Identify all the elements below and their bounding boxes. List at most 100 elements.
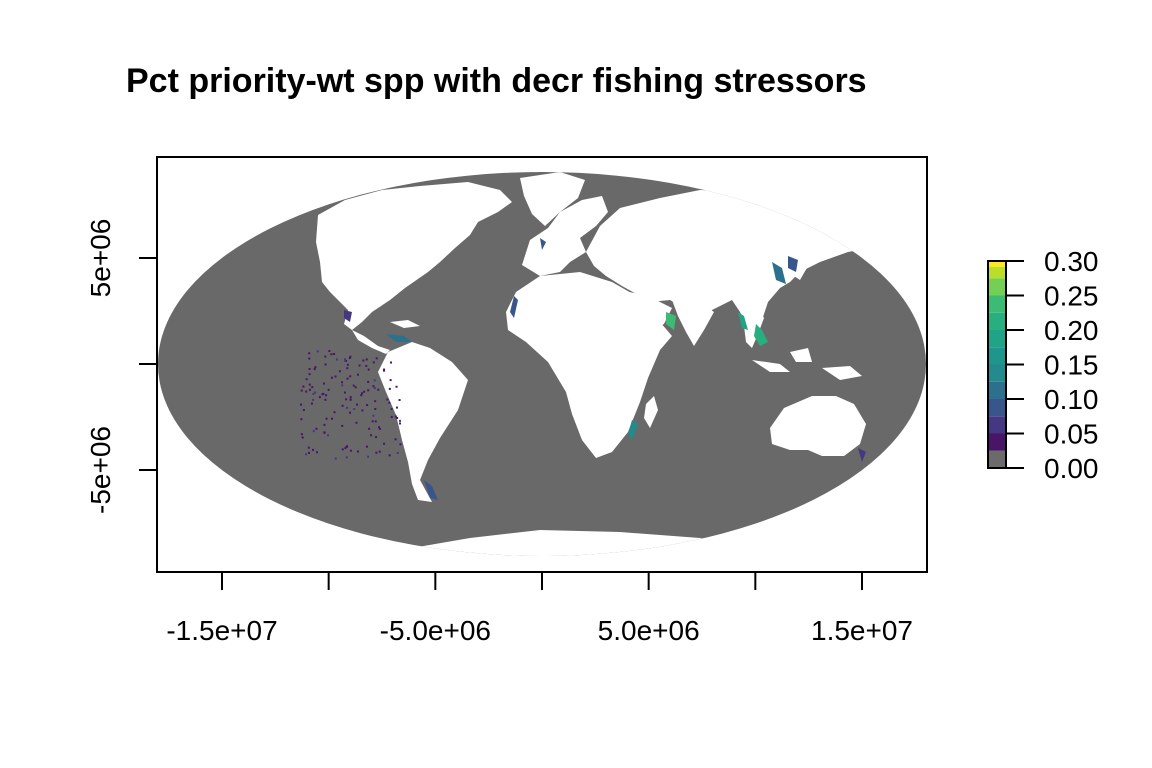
- scatter-cell: [357, 450, 360, 453]
- scatter-cell: [324, 363, 327, 366]
- hotspot-korea-japan: [788, 256, 798, 272]
- colorbar-label: 0.10: [1044, 384, 1099, 415]
- land-indonesia-2: [790, 348, 812, 362]
- scatter-cell: [346, 367, 349, 370]
- scatter-cell: [300, 433, 303, 436]
- scatter-cell: [324, 398, 327, 401]
- scatter-cell: [356, 403, 359, 406]
- scatter-cell: [349, 375, 352, 378]
- colorbar-bin: [988, 450, 1006, 468]
- scatter-cell: [375, 357, 378, 360]
- scatter-cell: [334, 375, 337, 378]
- scatter-cell: [372, 361, 375, 364]
- scatter-cell: [352, 384, 355, 387]
- scatter-cell: [365, 358, 368, 361]
- scatter-cell: [358, 364, 361, 367]
- scatter-cell: [367, 455, 370, 458]
- scatter-cell: [344, 358, 347, 361]
- land-south-america: [378, 342, 468, 502]
- land-indonesia-1: [752, 360, 790, 372]
- scatter-cell: [349, 396, 352, 399]
- scatter-cell: [362, 359, 365, 362]
- land-north-america: [316, 182, 512, 330]
- land-india: [672, 300, 714, 346]
- scatter-cell: [375, 451, 378, 454]
- scatter-cell: [383, 442, 386, 445]
- colorbar-bin: [988, 364, 1006, 382]
- land-new-guinea: [822, 366, 862, 380]
- scatter-cell: [308, 373, 311, 376]
- scatter-cell: [388, 387, 391, 390]
- scatter-cell: [372, 385, 375, 388]
- hotspot-west-africa: [510, 296, 518, 318]
- scatter-cell: [383, 368, 386, 371]
- hotspot-east-china-sea: [772, 262, 786, 284]
- scatter-cell: [377, 388, 380, 391]
- scatter-cell: [327, 434, 330, 437]
- x-tick-label: -1.5e+07: [166, 615, 277, 646]
- hotspot-gulf-of-thailand: [754, 324, 768, 346]
- scatter-cell: [360, 394, 363, 397]
- world-map: [158, 172, 926, 556]
- scatter-cell: [396, 451, 399, 454]
- chart-title: Pct priority-wt spp with decr fishing st…: [126, 62, 867, 100]
- scatter-cell: [348, 357, 351, 360]
- colorbar-bin: [988, 278, 1006, 296]
- scatter-cell: [310, 402, 313, 405]
- colorbar-legend: 0.30 0.250.20 0.150.10 0.050.00: [987, 246, 1099, 484]
- scatter-cell: [343, 391, 346, 394]
- scatter-cell: [341, 381, 344, 384]
- scatter-cell: [330, 376, 333, 379]
- scatter-cell: [378, 426, 381, 429]
- scatter-cell: [308, 357, 311, 360]
- scatter-cell: [307, 451, 310, 454]
- scatter-cell: [334, 457, 337, 460]
- scatter-cell: [390, 361, 393, 364]
- value-hotspots: [344, 238, 866, 500]
- colorbar-bin: [988, 416, 1006, 434]
- scatter-cell: [346, 377, 349, 380]
- scatter-cell: [388, 401, 391, 404]
- land-europe: [522, 196, 608, 276]
- scatter-cell: [395, 385, 398, 388]
- scatter-cell: [341, 384, 344, 387]
- scatter-cell: [374, 408, 377, 411]
- colorbar-label: 0.15: [1044, 350, 1099, 381]
- scatter-cell: [318, 396, 321, 399]
- scatter-cell: [395, 406, 398, 409]
- scatter-cell: [305, 453, 308, 456]
- scatter-cell: [363, 390, 366, 393]
- scatter-cell: [325, 394, 328, 397]
- x-tick-label: 5.0e+06: [598, 615, 700, 646]
- scatter-cell: [301, 436, 304, 439]
- scatter-cell: [349, 411, 352, 414]
- scatter-cell: [300, 389, 303, 392]
- scatter-cell: [308, 352, 311, 355]
- scatter-cell: [349, 398, 352, 401]
- land-australia: [770, 396, 866, 456]
- colorbar-label: 0.00: [1044, 453, 1099, 484]
- scatter-cell: [349, 449, 352, 452]
- pacific-scatter-cells: [300, 350, 402, 460]
- colorbar-label: 0.25: [1044, 281, 1099, 312]
- x-axis-ticks: -1.5e+07 -5.0e+06 5.0e+06 1.5e+07: [166, 572, 913, 646]
- scatter-cell: [345, 398, 348, 401]
- scatter-cell: [399, 422, 402, 425]
- land-africa: [506, 272, 672, 458]
- scatter-cell: [330, 353, 333, 356]
- scatter-cell: [341, 424, 344, 427]
- scatter-cell: [346, 445, 349, 448]
- scatter-cell: [308, 383, 311, 386]
- scatter-cell: [305, 378, 308, 381]
- scatter-cell: [378, 450, 381, 453]
- scatter-cell: [389, 379, 392, 382]
- scatter-cell: [361, 392, 364, 395]
- scatter-cell: [302, 385, 305, 388]
- colorbar-bin: [988, 295, 1006, 313]
- scatter-cell: [308, 388, 311, 391]
- scatter-cell: [367, 368, 370, 371]
- scatter-cell: [315, 427, 318, 430]
- scatter-cell: [300, 418, 303, 421]
- scatter-cell: [316, 350, 319, 353]
- scatter-cell: [374, 400, 377, 403]
